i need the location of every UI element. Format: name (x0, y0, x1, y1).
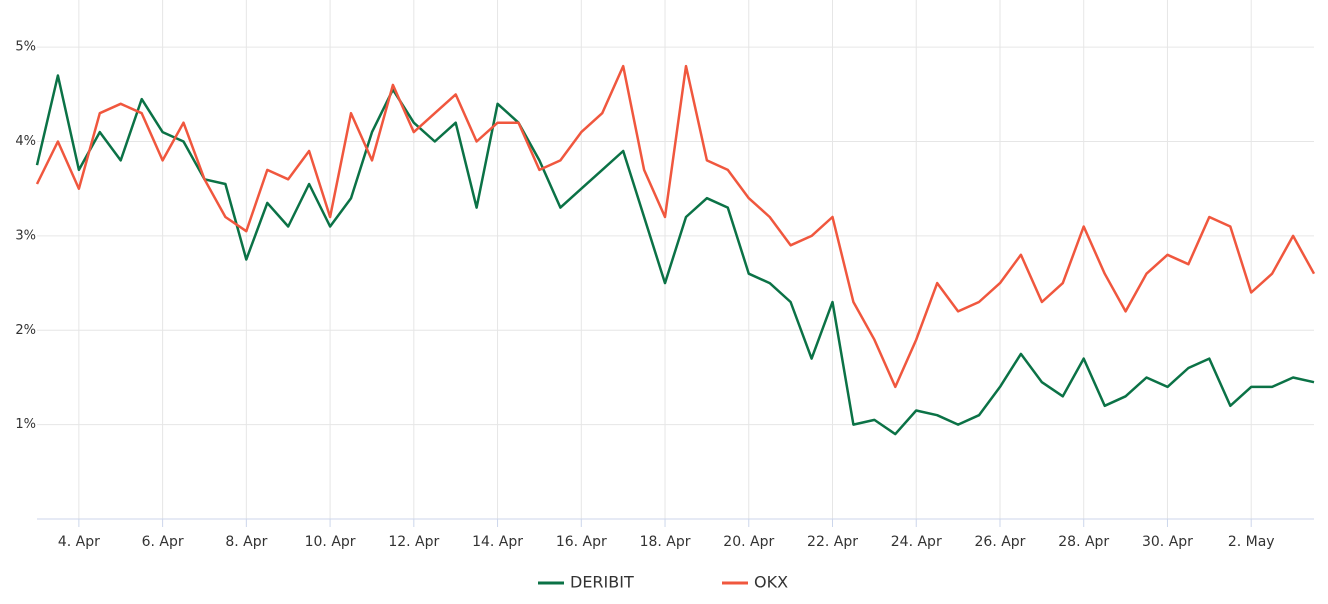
legend-label: OKX (754, 573, 788, 592)
x-tick-label: 14. Apr (472, 534, 523, 550)
x-tick-label: 20. Apr (723, 534, 774, 550)
x-tick-label: 8. Apr (225, 534, 267, 550)
x-tick-label: 16. Apr (556, 534, 607, 550)
y-tick-label: 3% (15, 228, 36, 243)
x-tick-label: 18. Apr (640, 534, 691, 550)
x-tick-label: 2. May (1228, 534, 1275, 550)
series-line (35, 64, 1316, 389)
y-tick-label: 1% (15, 417, 36, 432)
x-tick-label: 26. Apr (975, 534, 1026, 550)
x-tick-label: 10. Apr (305, 534, 356, 550)
x-tick-label: 22. Apr (807, 534, 858, 550)
x-tick-label: 28. Apr (1058, 534, 1109, 550)
series-line (35, 74, 1315, 436)
x-tick-label: 30. Apr (1142, 534, 1193, 550)
x-tick-label: 24. Apr (891, 534, 942, 550)
y-tick-label: 5% (15, 40, 36, 55)
x-tick-label: 12. Apr (388, 534, 439, 550)
x-tick-label: 6. Apr (142, 534, 184, 550)
y-tick-label: 2% (15, 323, 36, 338)
x-tick-label: 4. Apr (58, 534, 100, 550)
y-tick-label: 4% (15, 134, 36, 149)
legend-label: DERIBIT (570, 573, 634, 592)
